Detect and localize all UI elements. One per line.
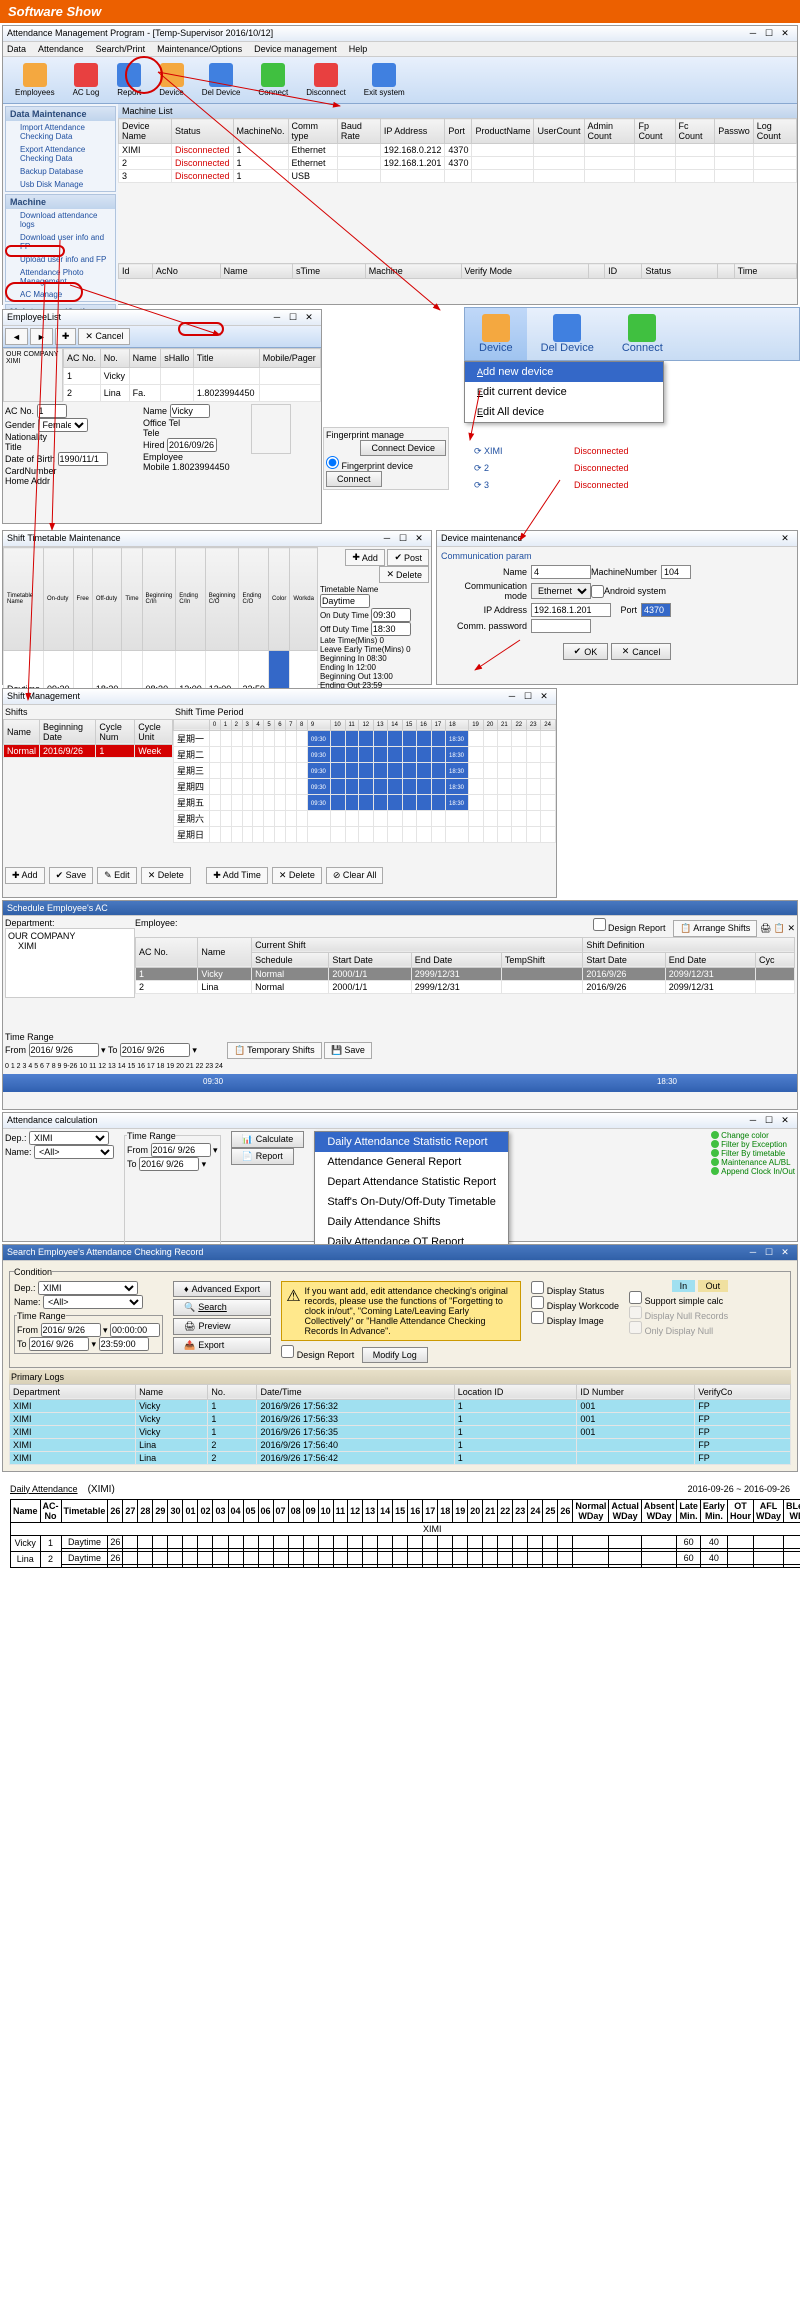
cancel-btn[interactable]: ✕ Cancel xyxy=(611,643,672,660)
search-btn[interactable]: 🔍 Search xyxy=(173,1299,271,1316)
device-zoom-toolbar: DeviceDel DeviceConnect xyxy=(464,307,800,361)
window-controls[interactable]: ─☐✕ xyxy=(745,28,793,39)
fingerprint-panel: Fingerprint manage Connect Device Finger… xyxy=(323,427,449,490)
add-btn[interactable]: ✚ xyxy=(55,328,77,345)
calculate-btn[interactable]: 📊 Calculate xyxy=(231,1131,305,1148)
info-note: ⚠If you want add, edit attendance checki… xyxy=(281,1281,521,1341)
post-btn[interactable]: ✔ Post xyxy=(387,549,429,566)
del-device-btn[interactable]: Del Device xyxy=(527,308,608,360)
connect-btn[interactable]: Connect xyxy=(608,308,677,360)
save-btn[interactable]: ✔ Save xyxy=(49,867,94,884)
ac-log-btn[interactable]: AC Log xyxy=(65,61,108,99)
menu-item[interactable]: Edit All device xyxy=(465,402,663,422)
menu-item[interactable]: Help xyxy=(349,44,368,54)
daily-attendance-report: Daily Attendance (XIMI) 2016-09-26 ~ 201… xyxy=(0,1474,800,1578)
nav-btn[interactable]: ◄ xyxy=(5,328,28,345)
sidebar-item[interactable]: Upload user info and FP xyxy=(6,253,115,266)
machine-list-header: Machine List xyxy=(118,104,797,118)
modify-log-btn[interactable]: Modify Log xyxy=(362,1347,428,1363)
delete-btn[interactable]: ✕ Delete xyxy=(141,867,191,884)
menu-item[interactable]: Device management xyxy=(254,44,337,54)
sidebar-item[interactable]: Download user info and FP xyxy=(6,231,115,253)
shift-timetable-window: Shift Timetable Maintenance─☐✕ Timetable… xyxy=(2,530,432,685)
add-time-btn[interactable]: ✚ Add Time xyxy=(206,867,268,884)
sidebar: Data MaintenanceImport Attendance Checki… xyxy=(3,104,118,314)
connect-btn[interactable]: Connect xyxy=(326,471,382,487)
sidebar-item[interactable]: Download attendance logs xyxy=(6,209,115,231)
menu-item[interactable]: Maintenance/Options xyxy=(157,44,242,54)
report-btn[interactable]: 📄 Report xyxy=(231,1148,294,1165)
edit-btn[interactable]: ✎ Edit xyxy=(97,867,137,884)
time-bar: 09:30 18:30 xyxy=(3,1074,797,1092)
add-btn[interactable]: ✚ Add xyxy=(5,867,45,884)
lower-grid: IdAcNoNamesTimeMachineVerify ModeIDStatu… xyxy=(118,263,797,279)
export-btn[interactable]: 📤 Export xyxy=(173,1337,271,1354)
menu-item[interactable]: Add new device xyxy=(465,362,663,382)
sidebar-item[interactable]: Backup Database xyxy=(6,165,115,178)
device-dropdown[interactable]: Add new deviceEdit current deviceEdit Al… xyxy=(464,361,664,423)
device-maintenance-window: Device maintenance✕ Communication param … xyxy=(436,530,798,685)
ok-btn[interactable]: ✔ OK xyxy=(563,643,609,660)
shift-period-grid: 0123456789101112131415161718192021222324… xyxy=(173,719,556,843)
device-btn[interactable]: Device xyxy=(151,61,191,99)
del-device-btn[interactable]: Del Device xyxy=(194,61,249,99)
exit-system-btn[interactable]: Exit system xyxy=(356,61,413,99)
delete-btn[interactable]: ✕ Delete xyxy=(379,566,429,583)
attendance-calc-window: Attendance calculation─☐✕ Dep.: XIMI Nam… xyxy=(2,1112,798,1242)
report-btn[interactable]: Report xyxy=(109,61,149,99)
menu-item[interactable]: Attendance xyxy=(38,44,84,54)
employee-grid[interactable]: AC No.No.NamesHalloTitleMobile/Pager1Vic… xyxy=(63,348,321,402)
disconnect-btn[interactable]: Disconnect xyxy=(298,61,354,99)
sidebar-item[interactable]: AC Manage xyxy=(6,288,115,301)
photo-box xyxy=(251,404,291,454)
temp-shifts-btn[interactable]: 📋 Temporary Shifts xyxy=(227,1042,322,1059)
shifts-grid[interactable]: NameBeginning DateCycle NumCycle UnitNor… xyxy=(3,719,173,758)
add-btn[interactable]: ✚ Add xyxy=(345,549,385,566)
company-tree[interactable]: OUR COMPANY XIMI xyxy=(3,348,63,402)
search-results-grid[interactable]: DepartmentNameNo.Date/TimeLocation IDID … xyxy=(9,1384,791,1465)
clear-all-btn[interactable]: ⊘ Clear All xyxy=(326,867,384,884)
delete-btn[interactable]: ✕ Delete xyxy=(272,867,322,884)
cancel-btn[interactable]: ✕ Cancel xyxy=(78,328,130,345)
search-records-window: Search Employee's Attendance Checking Re… xyxy=(2,1244,798,1472)
schedule-grid[interactable]: AC No.NameCurrent ShiftShift DefinitionS… xyxy=(135,937,795,994)
sidebar-item[interactable]: Usb Disk Manage xyxy=(6,178,115,191)
employee-list-window: EmployeeList─☐✕ ◄ ► ✚ ✕ Cancel OUR COMPA… xyxy=(2,309,322,524)
main-window: Attendance Management Program - [Temp-Su… xyxy=(2,25,798,305)
connect-btn[interactable]: Connect xyxy=(250,61,296,99)
save-btn[interactable]: 💾 Save xyxy=(324,1042,372,1059)
menu-item[interactable]: Data xyxy=(7,44,26,54)
schedule-ac-window: Schedule Employee's AC Department: OUR C… xyxy=(2,900,798,1110)
sidebar-item[interactable]: Import Attendance Checking Data xyxy=(6,121,115,143)
employees-btn[interactable]: Employees xyxy=(7,61,63,99)
connect-device-btn[interactable]: Connect Device xyxy=(360,440,446,456)
sidebar-item[interactable]: Attendance Photo Management xyxy=(6,266,115,288)
page-header: Software Show xyxy=(0,0,800,23)
menubar[interactable]: Data Attendance Search/Print Maintenance/Op… xyxy=(3,42,797,57)
menu-item[interactable]: Edit current device xyxy=(465,382,663,402)
nav-btn[interactable]: ► xyxy=(30,328,53,345)
titlebar: Attendance Management Program - [Temp-Su… xyxy=(3,26,797,42)
preview-btn[interactable]: 🖨 Preview xyxy=(173,1318,271,1335)
sidebar-item[interactable]: Export Attendance Checking Data xyxy=(6,143,115,165)
adv-export-btn[interactable]: ♦ Advanced Export xyxy=(173,1281,271,1297)
menu-item[interactable]: Search/Print xyxy=(96,44,146,54)
device-list-zoom: ⟳ XIMIDisconnected⟳ 2Disconnected⟳ 3Disc… xyxy=(464,443,800,494)
ip-input[interactable] xyxy=(531,603,611,617)
name-input[interactable] xyxy=(531,565,591,579)
shift-management-window: Shift Management─☐✕ Shifts NameBeginning… xyxy=(2,688,557,898)
machine-list-table[interactable]: Device NameStatusMachineNo.Comm typeBaud… xyxy=(118,118,797,183)
dept-tree[interactable]: OUR COMPANY XIMI xyxy=(5,928,135,998)
main-toolbar[interactable]: EmployeesAC LogReportDeviceDel DeviceCon… xyxy=(3,57,797,104)
arrange-btn[interactable]: 📋 Arrange Shifts xyxy=(673,920,757,937)
device-btn[interactable]: Device xyxy=(465,308,527,360)
